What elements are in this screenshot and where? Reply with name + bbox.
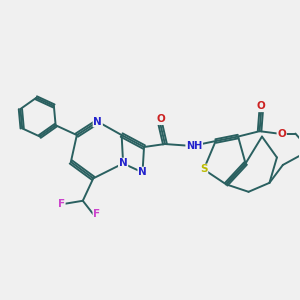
Text: S: S (200, 164, 208, 174)
Text: N: N (119, 158, 128, 168)
Text: F: F (93, 209, 100, 219)
Text: F: F (58, 199, 65, 209)
Text: N: N (93, 117, 102, 127)
Text: N: N (138, 167, 147, 177)
Text: NH: NH (186, 140, 202, 151)
Text: O: O (277, 129, 286, 139)
Text: O: O (156, 114, 165, 124)
Text: O: O (257, 101, 266, 111)
